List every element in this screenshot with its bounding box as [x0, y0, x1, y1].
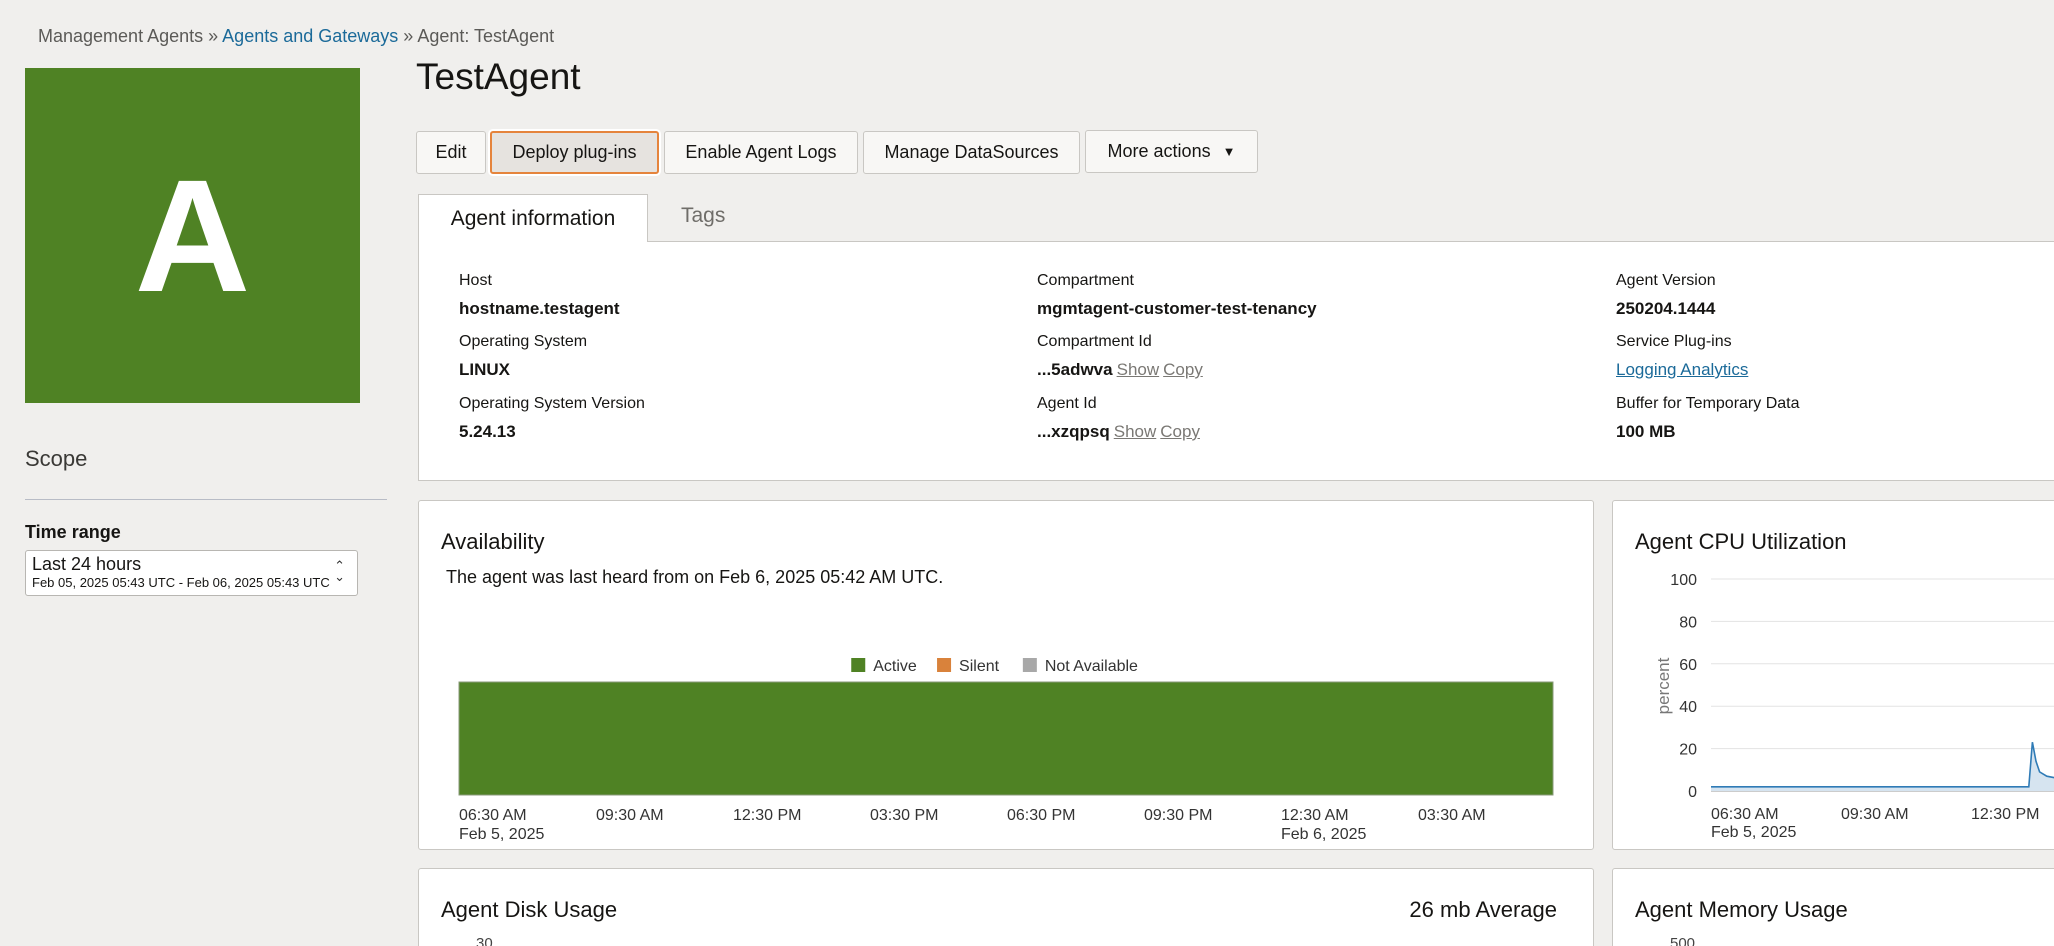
breadcrumb-agents-and-gateways[interactable]: Agents and Gateways [222, 26, 399, 46]
memory-y-tick: 500 [1670, 935, 1696, 946]
time-range-detail: Feb 05, 2025 05:43 UTC - Feb 06, 2025 05… [32, 575, 330, 590]
agent-id-copy-link[interactable]: Copy [1160, 422, 1200, 441]
y-tick-label: 80 [1679, 614, 1697, 631]
service-plugins-row: Logging Analytics [1616, 360, 1748, 380]
legend-swatch-active [851, 658, 866, 672]
agent-version-value: 250204.1444 [1616, 299, 1716, 318]
agent-version-label: Agent Version [1616, 272, 1716, 289]
scope-heading: Scope [25, 446, 88, 471]
time-range-label: Time range [25, 522, 121, 542]
logging-analytics-link[interactable]: Logging Analytics [1616, 360, 1749, 379]
x-tick-label: 09:30 PM [1144, 807, 1212, 824]
availability-chart: Active Silent Not Available 06:30 AM Feb 5, … [458, 658, 1554, 843]
breadcrumb: Management Agents » Agents and Gateways … [38, 26, 554, 47]
cpu-line [1711, 742, 2054, 788]
compartment-id-copy-link[interactable]: Copy [1163, 360, 1203, 379]
breadcrumb-management-agents[interactable]: Management Agents [38, 26, 204, 46]
more-actions-button[interactable]: More actions ▼ [1085, 130, 1258, 173]
breadcrumb-separator: » [208, 26, 219, 46]
buffer-label: Buffer for Temporary Data [1616, 395, 1800, 412]
x-tick-date: Feb 6, 2025 [1281, 826, 1367, 843]
time-range-value: Last 24 hours [32, 554, 142, 574]
legend-swatch-silent [937, 658, 952, 672]
y-tick-label: 40 [1679, 699, 1697, 716]
compartment-id-show-link[interactable]: Show [1116, 360, 1160, 379]
availability-segment-active [458, 681, 1554, 796]
legend-label-silent: Silent [959, 658, 1000, 675]
legend-label-active: Active [873, 658, 917, 675]
x-tick-date: Feb 5, 2025 [459, 826, 545, 843]
y-axis-label: percent [1654, 657, 1673, 714]
legend-swatch-not-available [1022, 658, 1037, 672]
os-value: LINUX [459, 360, 510, 379]
y-tick-label: 60 [1679, 657, 1697, 674]
disk-average: 26 mb Average [1409, 897, 1557, 922]
enable-agent-logs-button[interactable]: Enable Agent Logs [664, 131, 858, 174]
availability-message: The agent was last heard from on Feb 6, … [446, 567, 944, 587]
x-tick-date: Feb 5, 2025 [1711, 824, 1797, 841]
legend-label-not-available: Not Available [1045, 658, 1138, 675]
x-tick-label: 03:30 AM [1418, 807, 1486, 824]
os-label: Operating System [459, 333, 588, 350]
agent-id-row: ...xzqpsq Show Copy [1037, 422, 1200, 442]
cpu-card: Agent CPU Utilization 100 80 60 40 20 0 percen… [1612, 500, 2054, 850]
x-tick-label: 06:30 PM [1007, 807, 1075, 824]
tab-tags[interactable]: Tags [681, 204, 726, 227]
y-tick-label: 0 [1688, 784, 1697, 801]
y-tick-label: 100 [1670, 572, 1697, 589]
compartment-id-row: ...5adwva Show Copy [1037, 360, 1203, 380]
page-title: TestAgent [416, 56, 581, 97]
x-tick-label: 06:30 AM [1711, 806, 1779, 823]
disk-card: Agent Disk Usage 26 mb Average 30 [418, 868, 1594, 946]
x-tick-label: 12:30 AM [1281, 807, 1349, 824]
x-tick-label: 09:30 AM [596, 807, 664, 824]
buffer-value: 100 MB [1616, 422, 1676, 441]
availability-card: Availability The agent was last heard fr… [418, 500, 1594, 850]
deploy-plugins-button[interactable]: Deploy plug-ins [490, 131, 659, 174]
disk-title: Agent Disk Usage [441, 897, 618, 922]
agent-avatar: A [25, 68, 360, 403]
more-actions-label: More actions [1107, 141, 1211, 161]
manage-datasources-button[interactable]: Manage DataSources [863, 131, 1080, 174]
edit-button[interactable]: Edit [416, 131, 486, 174]
x-tick-label: 12:30 PM [1971, 806, 2039, 823]
compartment-id-label: Compartment Id [1037, 333, 1152, 350]
compartment-id-value: ...5adwva [1037, 360, 1113, 379]
x-tick-label: 09:30 AM [1841, 806, 1909, 823]
memory-title: Agent Memory Usage [1635, 897, 1848, 922]
host-label: Host [459, 272, 492, 289]
breadcrumb-current: Agent: TestAgent [417, 26, 555, 46]
x-tick-label: 12:30 PM [733, 807, 801, 824]
x-tick-label: 03:30 PM [870, 807, 938, 824]
availability-title: Availability [441, 529, 545, 554]
service-plugins-label: Service Plug-ins [1616, 333, 1732, 350]
agent-id-label: Agent Id [1037, 395, 1097, 412]
compartment-label: Compartment [1037, 272, 1134, 289]
os-version-label: Operating System Version [459, 395, 645, 412]
tab-agent-information[interactable]: Agent information [418, 194, 648, 242]
y-tick-label: 20 [1679, 742, 1697, 759]
agent-id-show-link[interactable]: Show [1113, 422, 1157, 441]
breadcrumb-separator: » [403, 26, 414, 46]
agent-id-value: ...xzqpsq [1037, 422, 1110, 441]
cpu-area [1711, 742, 2054, 791]
compartment-value: mgmtagent-customer-test-tenancy [1037, 299, 1317, 318]
disk-y-tick: 30 [476, 935, 493, 946]
host-value: hostname.testagent [459, 299, 620, 318]
x-tick-label: 06:30 AM [459, 807, 527, 824]
time-range-select[interactable]: Last 24 hours Feb 05, 2025 05:43 UTC - F… [25, 550, 358, 596]
caret-down-icon: ▼ [1222, 144, 1236, 159]
memory-card: Agent Memory Usage 500 [1612, 868, 2054, 946]
scope-divider [25, 499, 387, 500]
cpu-title: Agent CPU Utilization [1635, 529, 1847, 554]
os-version-value: 5.24.13 [459, 422, 516, 441]
chevron-up-down-icon: ⌃ ⌄ [334, 558, 345, 584]
agent-info-panel: Host hostname.testagent Operating System… [418, 241, 2054, 481]
